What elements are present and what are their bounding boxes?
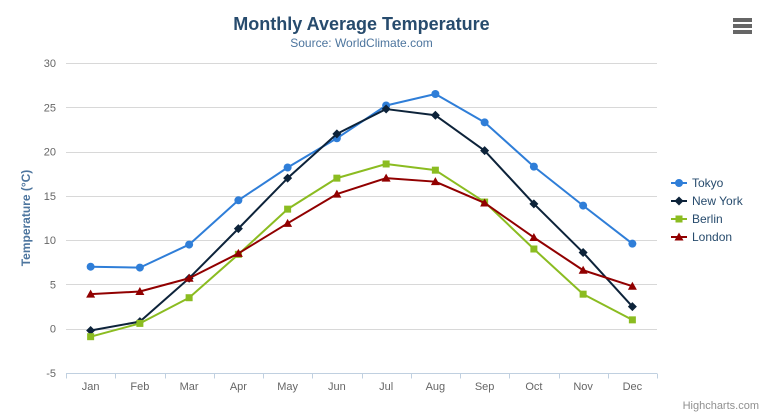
series-new-york[interactable]	[86, 104, 637, 335]
data-point-marker[interactable]	[674, 232, 684, 241]
data-point-marker[interactable]	[332, 129, 342, 139]
legend-item-label: Tokyo	[692, 176, 724, 190]
data-point-marker[interactable]	[431, 166, 439, 174]
data-point-marker[interactable]	[382, 160, 390, 168]
x-axis-tick-label: Feb	[130, 381, 149, 393]
data-point-marker[interactable]	[628, 316, 636, 324]
data-point-marker[interactable]	[628, 239, 637, 248]
y-axis-tick-label: 25	[44, 102, 56, 114]
data-point-marker[interactable]	[185, 294, 193, 302]
data-point-marker[interactable]	[381, 104, 391, 114]
data-point-marker[interactable]	[233, 224, 243, 234]
data-point-marker[interactable]	[135, 287, 145, 296]
chart-context-menu-button[interactable]	[731, 16, 755, 36]
data-point-marker[interactable]	[480, 118, 489, 127]
data-point-marker[interactable]	[284, 205, 292, 213]
series-line	[89, 108, 634, 332]
y-axis-tick-label: -5	[46, 368, 56, 380]
x-axis-tick-label: Jul	[379, 381, 393, 393]
data-point-marker[interactable]	[185, 240, 194, 249]
x-axis-tick-label: Aug	[426, 381, 446, 393]
data-point-marker[interactable]	[86, 262, 95, 271]
x-axis-tick-label: Oct	[525, 381, 542, 393]
x-axis-tick-label: Nov	[573, 381, 593, 393]
data-point-marker[interactable]	[480, 198, 490, 207]
data-point-marker[interactable]	[529, 199, 539, 209]
data-point-marker[interactable]	[529, 232, 539, 241]
data-point-marker[interactable]	[135, 263, 144, 272]
x-axis-tick-label: Jun	[328, 381, 346, 393]
legend-item-tokyo[interactable]: Tokyo	[671, 174, 743, 192]
series-line	[89, 177, 634, 296]
data-point-marker[interactable]	[627, 281, 637, 290]
credit-link[interactable]: Highcharts.com	[682, 400, 759, 412]
data-point-marker[interactable]	[283, 163, 292, 172]
legend-item-london[interactable]: London	[671, 228, 743, 246]
data-point-marker[interactable]	[430, 110, 440, 120]
y-axis-tick-label: 0	[50, 324, 56, 336]
legend-item-label: London	[692, 230, 733, 244]
data-point-marker[interactable]	[530, 245, 538, 253]
x-axis-tick-label: Sep	[475, 381, 495, 393]
data-point-marker[interactable]	[579, 290, 587, 298]
data-point-marker[interactable]	[480, 146, 490, 156]
legend-symbol-triangle	[671, 232, 687, 241]
data-point-marker[interactable]	[579, 201, 588, 210]
data-point-marker[interactable]	[136, 319, 144, 327]
data-point-marker[interactable]	[283, 173, 293, 183]
y-axis-tick-label: 5	[50, 279, 56, 291]
x-axis-tick-label: Dec	[623, 381, 643, 393]
y-axis-tick-label: 30	[44, 58, 56, 70]
legend-symbol-square	[671, 215, 687, 223]
hamburger-icon	[733, 30, 752, 34]
legend-item-label: New York	[692, 194, 743, 208]
series-line	[89, 162, 634, 338]
chart-title: Monthly Average Temperature	[233, 14, 490, 34]
data-point-marker[interactable]	[430, 177, 440, 186]
data-point-marker[interactable]	[578, 265, 588, 274]
y-axis-tick-label: 20	[44, 147, 56, 159]
x-axis-tick-label: May	[277, 381, 298, 393]
data-point-marker[interactable]	[184, 273, 194, 282]
chart-legend: Tokyo New York Berlin London	[671, 174, 743, 246]
hamburger-icon	[733, 24, 752, 28]
legend-item-label: Berlin	[692, 212, 723, 226]
series-tokyo[interactable]	[86, 90, 637, 272]
y-axis-title: Temperature (°C)	[19, 170, 33, 267]
data-point-marker[interactable]	[87, 333, 95, 341]
legend-symbol-diamond	[671, 196, 687, 206]
data-point-marker[interactable]	[234, 196, 243, 205]
data-point-marker[interactable]	[86, 325, 96, 335]
data-point-marker[interactable]	[233, 248, 243, 257]
x-axis-tick-label: Apr	[230, 381, 247, 393]
data-point-marker[interactable]	[578, 248, 588, 258]
data-point-marker[interactable]	[675, 179, 683, 187]
legend-item-new-york[interactable]: New York	[671, 192, 743, 210]
data-point-marker[interactable]	[381, 173, 391, 182]
data-point-marker[interactable]	[529, 162, 538, 171]
legend-item-berlin[interactable]: Berlin	[671, 210, 743, 228]
data-point-marker[interactable]	[675, 215, 683, 223]
x-axis-tick-label: Jan	[82, 381, 100, 393]
data-point-marker[interactable]	[332, 189, 342, 198]
series-line	[89, 93, 634, 269]
series-london[interactable]	[86, 173, 637, 298]
y-axis-tick-label: 10	[44, 235, 56, 247]
legend-symbol-circle	[671, 179, 687, 187]
x-axis-tick-label: Mar	[180, 381, 199, 393]
chart-subtitle: Source: WorldClimate.com	[290, 36, 433, 50]
data-point-marker[interactable]	[283, 218, 293, 227]
data-point-marker[interactable]	[674, 196, 684, 206]
data-point-marker[interactable]	[431, 90, 440, 98]
data-point-marker[interactable]	[86, 289, 96, 298]
hamburger-icon	[733, 18, 752, 22]
y-axis-tick-label: 15	[44, 191, 56, 203]
data-point-marker[interactable]	[333, 174, 341, 182]
data-point-marker[interactable]	[627, 302, 637, 312]
